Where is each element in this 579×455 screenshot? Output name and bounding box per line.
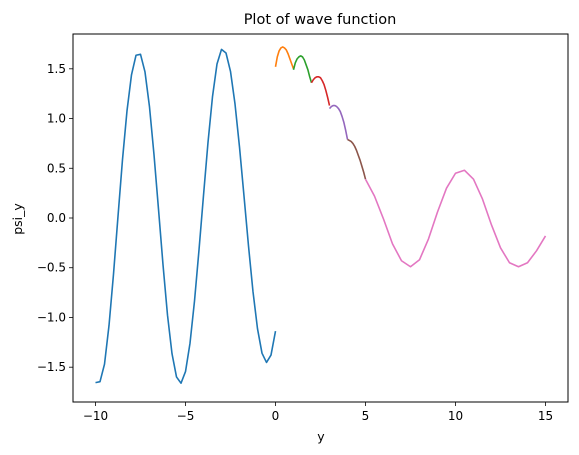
- series-line-3: [292, 55, 313, 83]
- y-tick-label: 0.5: [47, 161, 66, 175]
- series-line-5: [328, 104, 349, 140]
- chart-title: Plot of wave function: [244, 12, 397, 28]
- series-line-4: [310, 75, 331, 106]
- x-tick-label: 5: [362, 409, 370, 423]
- y-axis-label: psi_y: [10, 203, 25, 235]
- y-axis-ticks: −1.5 −1.0 −0.5 0.0 0.5 1.0 1.5: [37, 62, 73, 374]
- x-axis-label: y: [317, 429, 325, 444]
- y-tick-label: −0.5: [37, 261, 66, 275]
- x-tick-label: −5: [177, 409, 195, 423]
- y-tick-label: 1.0: [47, 112, 66, 126]
- y-tick-label: −1.5: [37, 360, 66, 374]
- series-line-0: [95, 48, 277, 385]
- x-tick-label: −10: [83, 409, 108, 423]
- x-tick-label: 15: [538, 409, 553, 423]
- plot-frame: [72, 33, 569, 403]
- y-tick-label: 0.0: [47, 211, 66, 225]
- x-tick-label: 10: [448, 409, 463, 423]
- x-tick-label: 0: [272, 409, 280, 423]
- series-line-7: [364, 169, 547, 268]
- y-tick-label: 1.5: [47, 62, 66, 76]
- series-line-6: [347, 138, 367, 180]
- y-tick-label: −1.0: [37, 310, 66, 324]
- x-axis-ticks: −10 −5 0 5 10 15: [83, 402, 553, 423]
- plot-lines: [95, 46, 547, 385]
- series-line-2: [274, 46, 295, 70]
